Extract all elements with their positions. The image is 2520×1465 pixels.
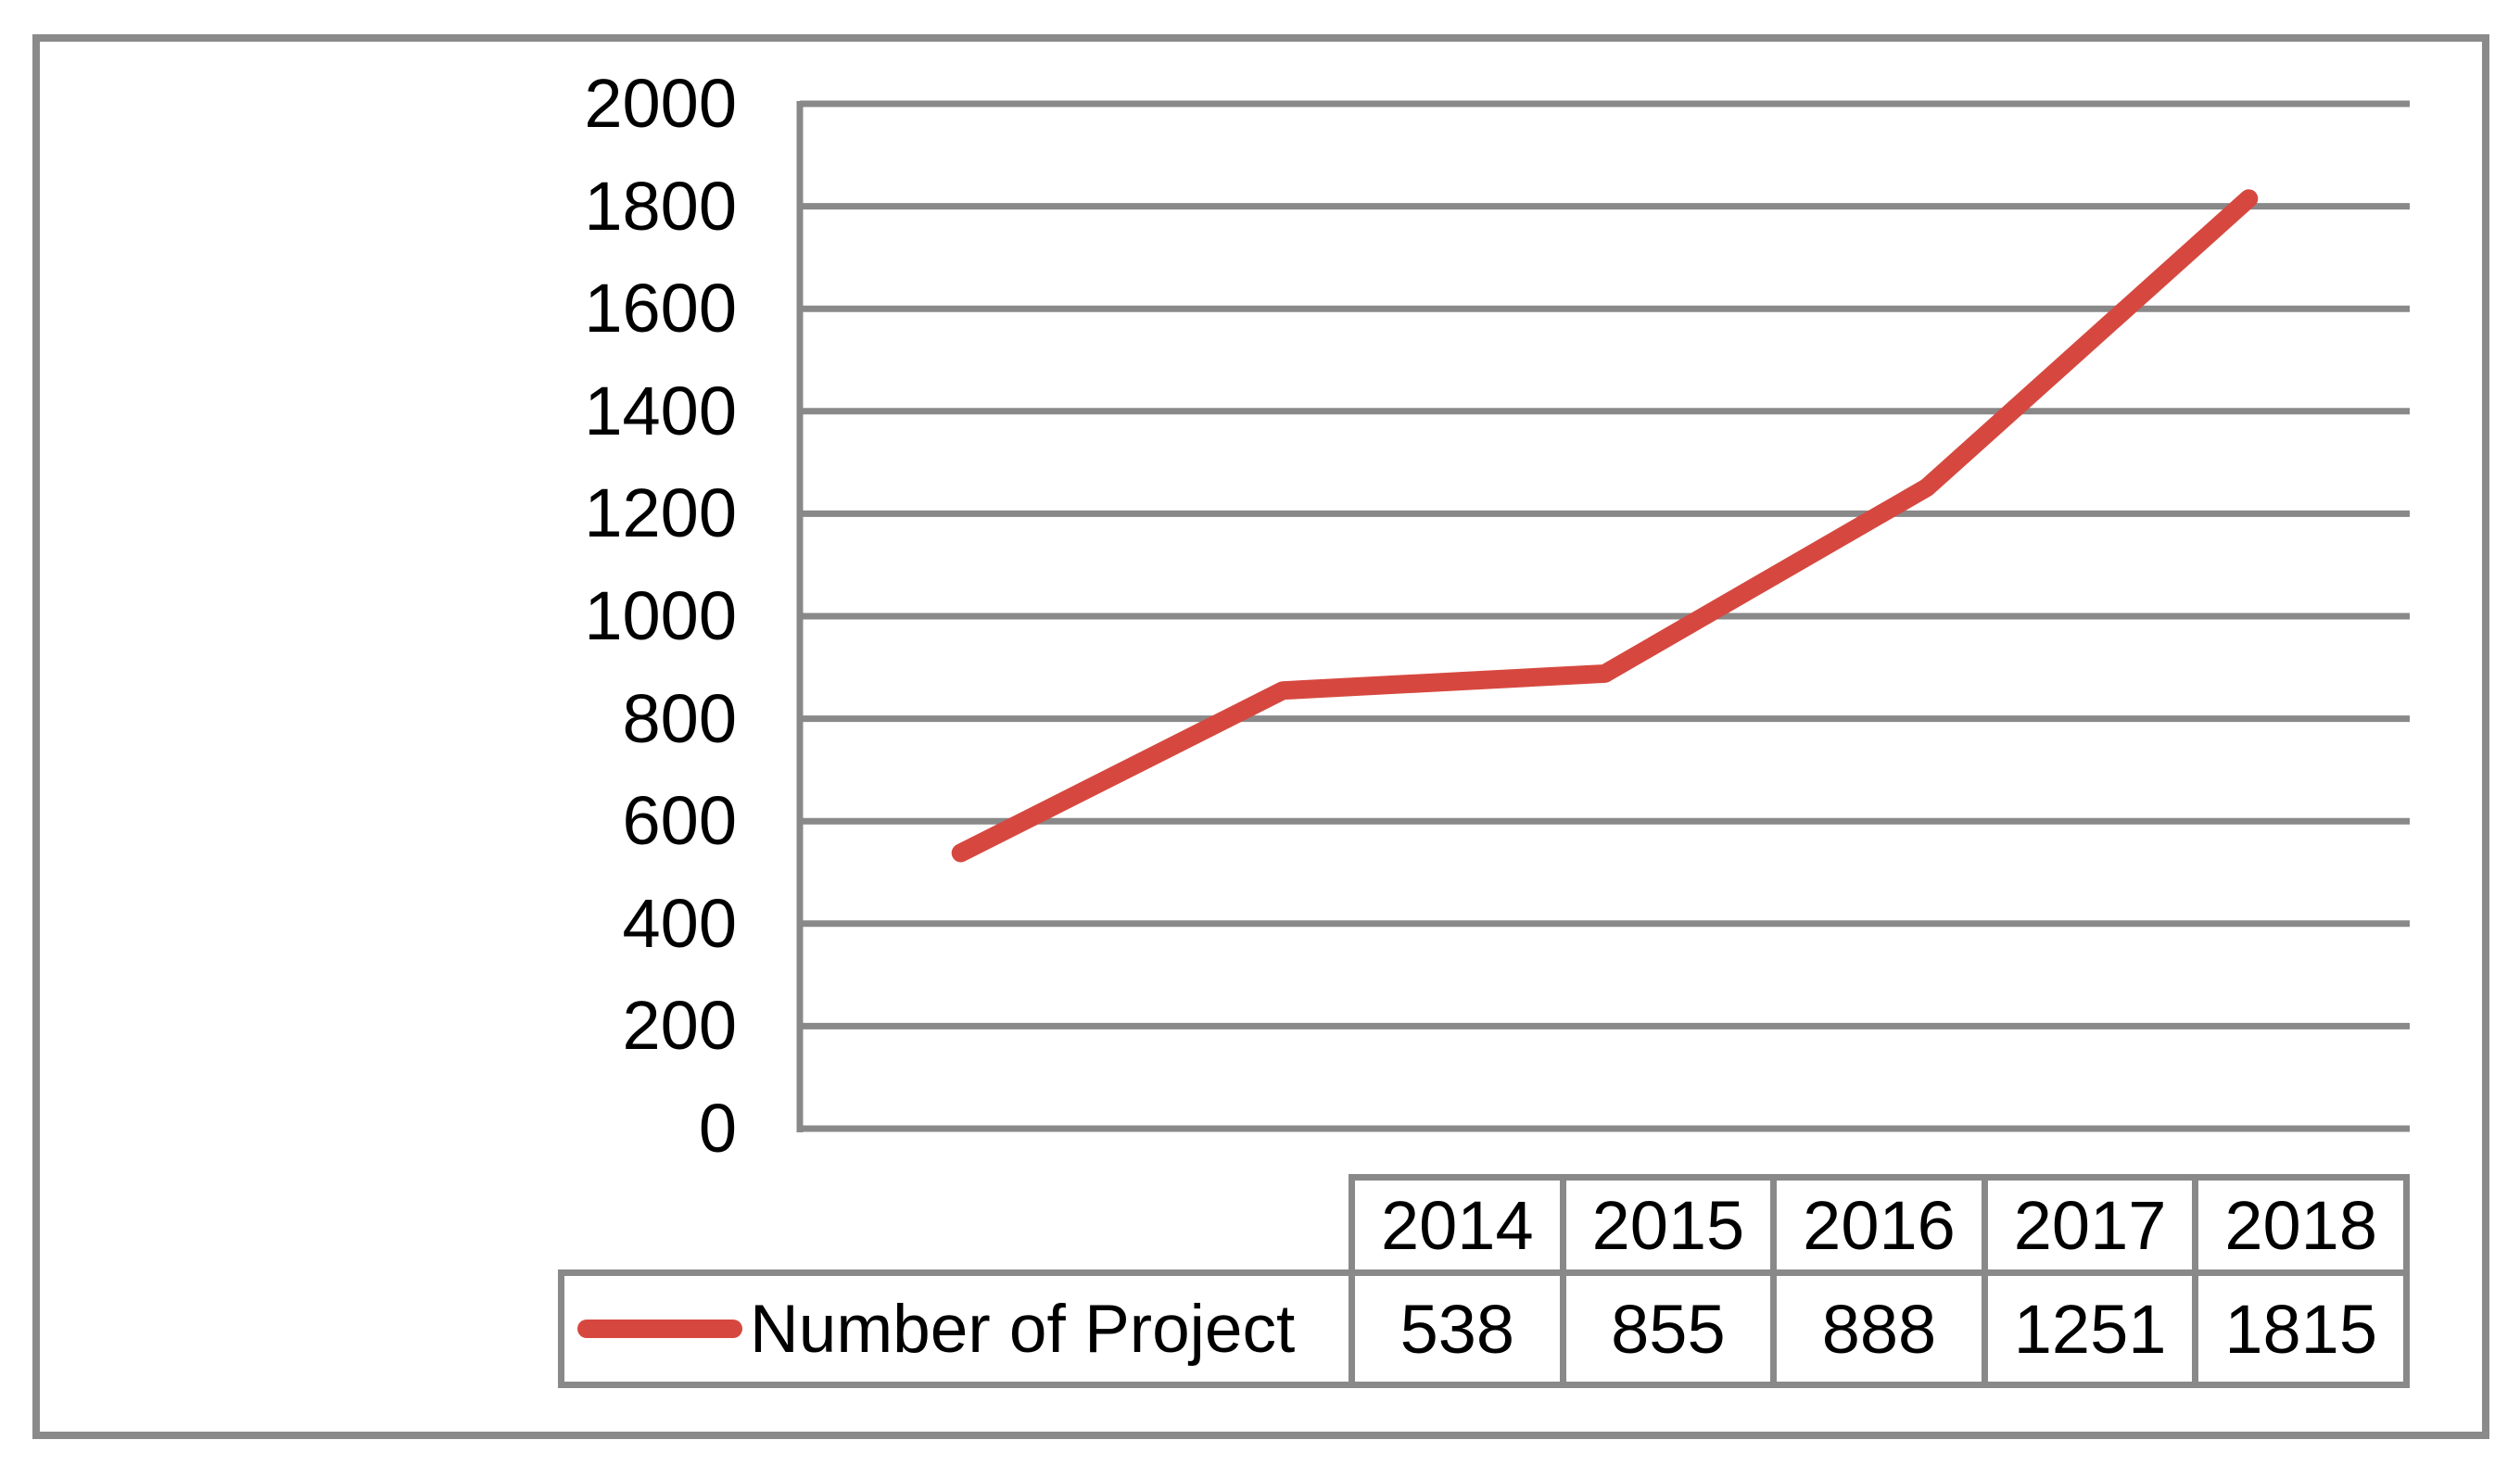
- value-cell: 538: [1349, 1276, 1560, 1382]
- y-axis-tick-label: 1200: [584, 474, 737, 552]
- table-data-row: Number of Project 538 855 888 1251 1815: [558, 1269, 2410, 1388]
- y-axis-tick-label: 400: [622, 884, 737, 962]
- legend-label: Number of Project: [750, 1291, 1296, 1367]
- year-header-cell: 2017: [1981, 1181, 2193, 1269]
- y-axis-tick-label: 0: [698, 1090, 737, 1167]
- y-axis-tick-label: 1400: [584, 372, 737, 449]
- value-cell: 888: [1770, 1276, 1982, 1382]
- value-cell: 1815: [2192, 1276, 2403, 1382]
- legend-cell: Number of Project: [564, 1276, 1349, 1382]
- year-header-cell: 2018: [2192, 1181, 2403, 1269]
- chart-outer-frame: [32, 34, 2489, 1439]
- year-header-cell: 2014: [1380, 1186, 1534, 1264]
- y-axis-tick-label: 1800: [584, 167, 737, 245]
- y-axis-tick-label: 1600: [584, 270, 737, 347]
- y-axis-tick-label: 200: [622, 987, 737, 1065]
- year-header-cell: 2016: [1770, 1181, 1982, 1269]
- table-year-header-row: 2014 2015 2016 2017 2018: [1349, 1174, 2410, 1269]
- y-axis-tick-label: 800: [622, 679, 737, 757]
- y-axis-tick-label: 600: [622, 782, 737, 860]
- y-axis-tick-label: 1000: [584, 577, 737, 654]
- y-axis-tick-label: 2000: [584, 65, 737, 142]
- series-line-number-of-project: [951, 189, 2259, 863]
- value-cell: 855: [1559, 1276, 1771, 1382]
- value-cell: 1251: [1981, 1276, 2193, 1382]
- legend-line-swatch: [577, 1320, 742, 1338]
- year-header-cell: 2015: [1559, 1181, 1771, 1269]
